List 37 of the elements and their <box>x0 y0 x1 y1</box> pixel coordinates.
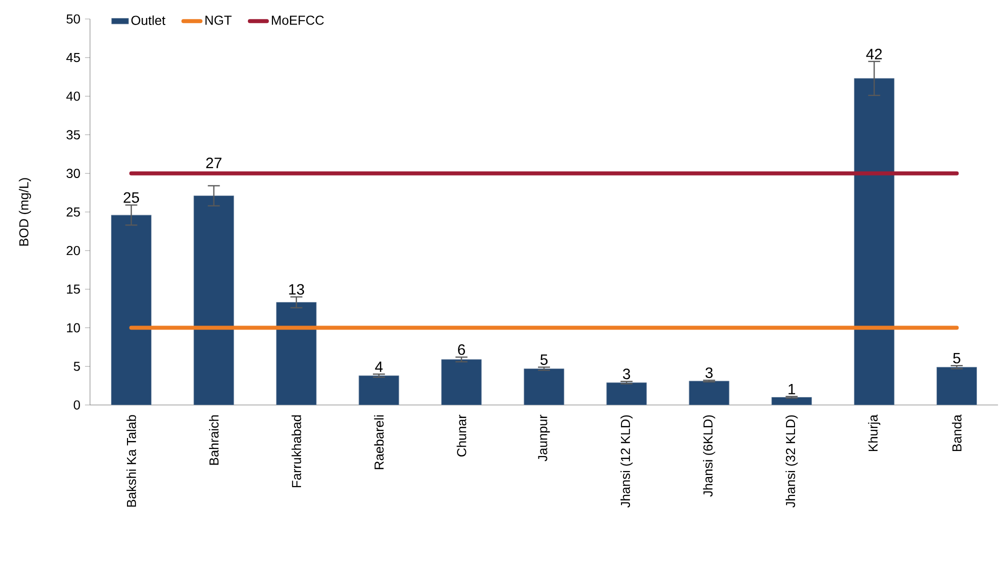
y-tick-label: 20 <box>66 246 80 256</box>
x-tick-label: Raebareli <box>374 415 384 470</box>
data-label: 5 <box>953 352 960 364</box>
x-tick-label: Jhansi (32 KLD) <box>786 415 798 508</box>
x-tick-label: Banda <box>952 414 962 452</box>
x-tick-label: Jhansi (6KLD) <box>703 415 716 497</box>
x-tick-label: Chunar <box>456 414 466 456</box>
data-label: 6 <box>458 344 465 355</box>
y-tick-label: 0 <box>74 400 80 410</box>
data-label: 1 <box>788 384 796 394</box>
x-tick-label: Bahraich <box>209 415 219 465</box>
y-tick-label: 50 <box>66 14 80 24</box>
y-tick-label: 40 <box>66 92 80 101</box>
legend-label: NGT <box>205 16 232 25</box>
data-label: 27 <box>206 158 222 168</box>
y-tick-label: 15 <box>67 284 80 294</box>
x-tick-label: Bakshi Ka Talab <box>126 415 136 507</box>
y-axis-title: BOD (mg/L) <box>18 178 32 246</box>
x-tick-label: Jhansi (12 KLD) <box>620 415 633 508</box>
x-tick-label: Farrukhabad <box>292 415 302 488</box>
y-tick-label: 25 <box>66 207 80 217</box>
data-label: 3 <box>622 368 630 380</box>
legend-label: Outlet <box>131 15 166 25</box>
data-label: 5 <box>540 354 548 365</box>
y-tick-label: 30 <box>66 168 80 178</box>
data-label: 13 <box>289 284 304 295</box>
data-label: 25 <box>124 192 139 203</box>
x-tick-label: Khurja <box>868 414 880 452</box>
data-label: 3 <box>706 367 713 378</box>
y-tick-label: 45 <box>66 53 80 62</box>
legend-label: MoEFCC <box>272 16 324 25</box>
y-tick-label: 10 <box>67 323 80 332</box>
y-tick-label: 35 <box>66 130 80 140</box>
data-label: 42 <box>866 48 882 60</box>
data-label: 4 <box>375 362 383 372</box>
x-tick-label: Jaunpur <box>538 414 550 462</box>
y-tick-label: 5 <box>74 362 80 371</box>
